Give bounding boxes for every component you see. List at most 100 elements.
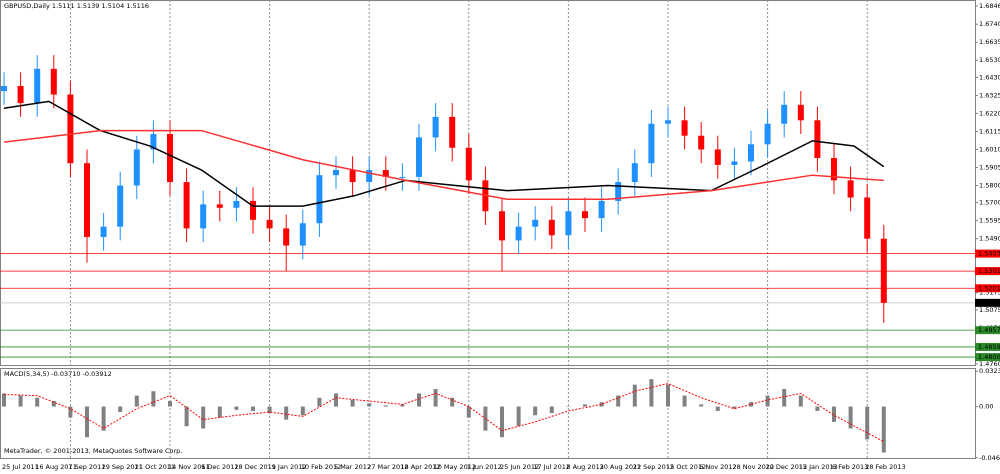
macd-bar: [18, 395, 23, 407]
macd-bar: [168, 401, 172, 407]
macd-bar: [184, 406, 189, 427]
x-tick-label: 7 Sep 2011: [68, 463, 105, 471]
x-tick-label: 6 Feb 2013: [832, 463, 868, 471]
candle-body: [797, 104, 804, 121]
macd-bar: [68, 406, 73, 418]
y-tick-label: 0.03232: [979, 367, 1000, 375]
level-box: [975, 342, 1000, 351]
macd-bar: [35, 397, 40, 407]
level-label: 1.4800: [978, 353, 1000, 361]
x-tick-label: 1 Jun 2012: [467, 463, 502, 471]
macd-bar: [765, 395, 770, 407]
macd-bar: [549, 406, 554, 414]
macd-bar: [217, 406, 222, 418]
macd-pane-frame: [0, 368, 976, 459]
candle-body: [532, 219, 539, 227]
x-tick-label: 29 Sep 2011: [102, 463, 143, 471]
y-tick-label: -0.0468: [979, 454, 1000, 462]
macd-title: MACD(5,34,5) -0.03710 -0.03912: [4, 370, 112, 378]
candle-body: [548, 219, 555, 236]
candle-body: [631, 163, 638, 183]
y-tick-label: 1.5905: [979, 163, 1000, 171]
main-pane-frame: [0, 0, 976, 366]
macd-bar: [566, 406, 571, 408]
candle-body: [349, 170, 356, 183]
macd-bar: [417, 393, 421, 407]
candle-body: [100, 226, 107, 237]
candle-body: [382, 170, 389, 177]
macd-bar: [583, 404, 587, 407]
x-tick-label: 30 Aug 2012: [600, 463, 642, 471]
macd-bar: [682, 395, 687, 407]
y-tick-label: 1.5700: [979, 199, 1000, 207]
candle-body: [499, 211, 505, 241]
candle-body: [333, 170, 339, 176]
chart-title: GBPUSD,Daily 1.5111 1.5139 1.5104 1.5116: [4, 2, 149, 10]
y-tick-label: 1.6115: [979, 127, 1000, 135]
macd-bar: [118, 406, 123, 413]
y-tick-label: 1.5175: [979, 289, 1000, 297]
macd-bar: [51, 401, 56, 407]
x-tick-label: 18 Apr 2012: [400, 463, 440, 471]
macd-bar: [85, 406, 89, 438]
x-tick-label: 25 Jun 2012: [500, 463, 539, 471]
candle-body: [582, 211, 588, 219]
macd-bar: [881, 406, 886, 453]
macd-bar: [134, 395, 139, 407]
candle-body: [465, 147, 472, 181]
macd-bar: [798, 395, 803, 407]
x-tick-label: 6 Nov 2012: [699, 463, 737, 471]
candle-body: [250, 200, 256, 220]
x-tick-label: 19 Jan 2012: [268, 463, 307, 471]
signal-line: [3, 383, 885, 443]
candle-body: [748, 144, 754, 162]
level-box: [975, 284, 1000, 293]
candle-body: [847, 180, 854, 198]
candle-body: [681, 120, 688, 136]
level-label: 1.5201: [978, 284, 1000, 292]
y-tick-label: 1.6010: [979, 145, 1000, 153]
macd-bar: [101, 406, 106, 431]
level-label: 1.5301: [978, 267, 1000, 275]
macd-bar: [350, 399, 355, 407]
macd-bar: [666, 384, 670, 407]
macd-bar: [2, 393, 6, 407]
macd-bar: [317, 397, 322, 407]
candle-body: [399, 176, 406, 178]
macd-bar: [466, 406, 471, 418]
macd-bar: [201, 406, 206, 429]
macd-bar: [732, 406, 737, 409]
candle-body: [1, 85, 7, 92]
moving-average: [3, 129, 884, 200]
candle-body: [565, 211, 572, 236]
footer: MetaTrader, © 2001-2013, MetaQuotes Soft…: [4, 447, 182, 455]
macd-bar: [284, 406, 289, 420]
y-tick-label: 1.5595: [979, 217, 1000, 225]
x-tick-label: 6 Dec 2011: [201, 463, 238, 471]
y-tick-label: 1.5800: [979, 181, 1000, 189]
macd-bar: [782, 389, 787, 407]
y-tick-label: 1.6740: [979, 20, 1000, 28]
y-tick-label: 1.6530: [979, 56, 1000, 64]
level-box: [975, 326, 1000, 335]
candle-body: [781, 104, 788, 124]
candle-body: [150, 134, 157, 150]
candle-body: [200, 204, 207, 229]
macd-bar: [815, 406, 820, 411]
candle-body: [366, 170, 373, 183]
y-tick-label: 1.6325: [979, 91, 1000, 99]
macd-bar: [599, 402, 604, 407]
candle-body: [432, 116, 439, 138]
macd-bar: [715, 406, 720, 411]
macd-bar: [649, 379, 654, 407]
x-tick-label: 15 Jan 2013: [799, 463, 838, 471]
candle-body: [117, 185, 124, 227]
y-tick-label: 1.6220: [979, 109, 1000, 117]
candle-body: [167, 134, 173, 183]
macd-bar: [832, 406, 836, 422]
y-tick-label: 0.00: [979, 403, 993, 411]
macd-bar: [749, 402, 753, 407]
macd-bar: [383, 405, 388, 407]
candle-body: [183, 182, 190, 229]
